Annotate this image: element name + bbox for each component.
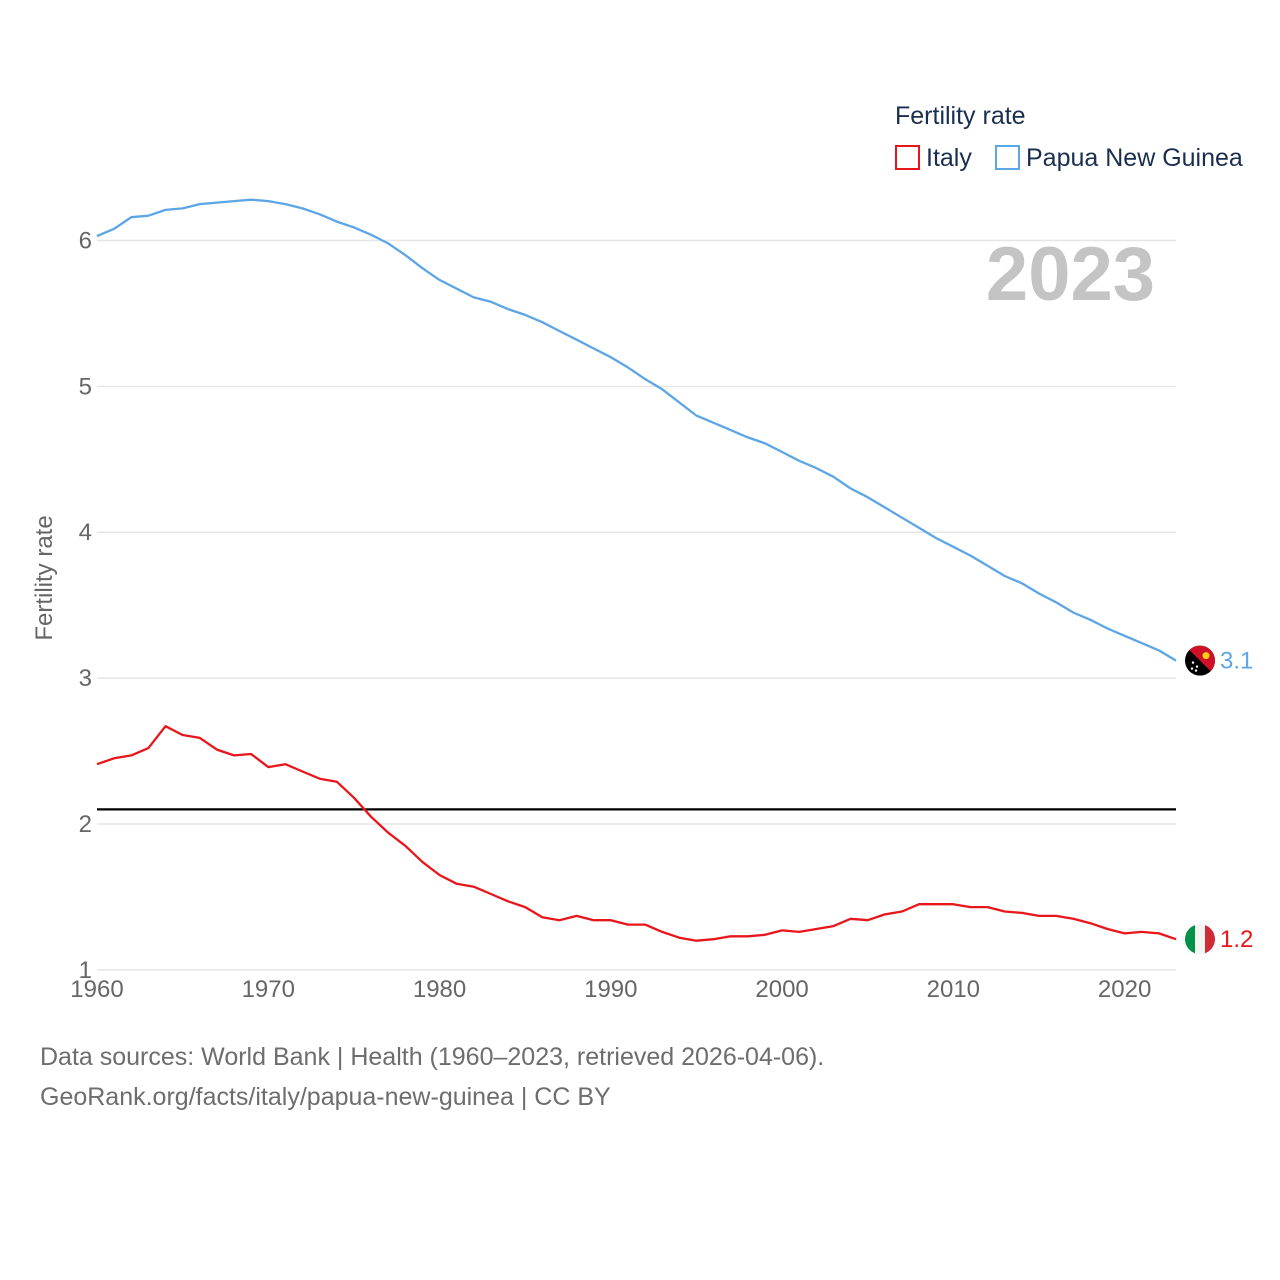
y-tick-label: 5 [79, 373, 92, 400]
footer-attribution[interactable]: GeoRank.org/facts/italy/papua-new-guinea… [40, 1083, 611, 1111]
grid-lines [97, 239, 1176, 971]
x-tick-label: 1980 [413, 976, 466, 1003]
x-axis-ticks: 1960 1970 1980 1990 2000 2010 2020 [70, 976, 1151, 1003]
series-line-papua-new-guinea[interactable] [96, 198, 1177, 662]
x-tick-label: 1960 [70, 976, 123, 1003]
y-tick-label: 1 [79, 957, 92, 984]
legend-label-papua-new-guinea: Papua New Guinea [1026, 144, 1243, 172]
y-tick-label: 6 [79, 228, 92, 255]
y-tick-label: 3 [79, 665, 92, 692]
legend-item-papua-new-guinea[interactable]: Papua New Guinea [995, 144, 1243, 172]
x-tick-label: 2000 [755, 976, 808, 1003]
footer-sources: Data sources: World Bank | Health (1960–… [40, 1043, 825, 1071]
y-tick-label: 4 [79, 519, 92, 546]
legend-label-italy: Italy [926, 144, 972, 172]
legend: Fertility rate Italy Papua New Guinea [895, 102, 1243, 172]
series-end-markers: 1.2 3.1 [1185, 645, 1253, 955]
legend-swatch-papua-new-guinea [995, 145, 1020, 170]
y-axis-ticks: 1 2 3 4 5 6 [79, 228, 92, 984]
y-axis-label: Fertility rate [31, 515, 58, 640]
series-lines [96, 198, 1177, 942]
year-label: 2023 [986, 232, 1155, 317]
end-value-papua-new-guinea: 3.1 [1220, 648, 1253, 675]
end-value-italy: 1.2 [1220, 926, 1253, 953]
legend-swatch-italy [895, 145, 920, 170]
x-tick-label: 1970 [242, 976, 295, 1003]
legend-title: Fertility rate [895, 102, 1026, 130]
x-tick-label: 2010 [927, 976, 980, 1003]
y-tick-label: 2 [79, 811, 92, 838]
papua-new-guinea-flag-icon [1185, 645, 1215, 676]
italy-flag-icon [1185, 924, 1215, 955]
x-tick-label: 2020 [1098, 976, 1151, 1003]
legend-item-italy[interactable]: Italy [895, 144, 972, 172]
x-tick-label: 1990 [584, 976, 637, 1003]
series-line-italy[interactable] [96, 725, 1177, 942]
